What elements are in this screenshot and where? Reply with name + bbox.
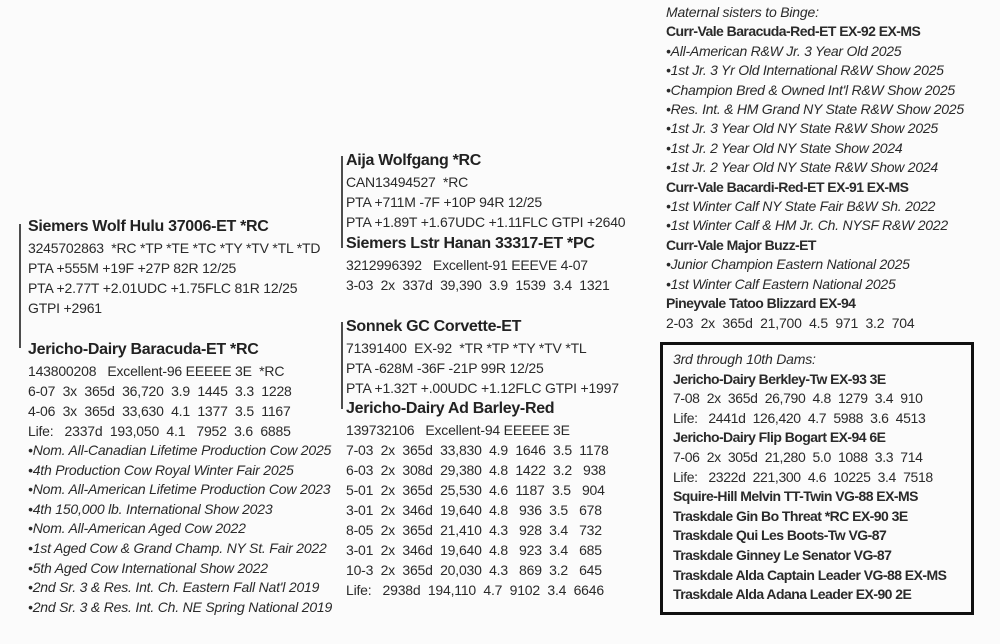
production-record-line: 3-01 2x 346d 19,640 4.8 936 3.5 678 bbox=[346, 502, 602, 518]
animal-name-line: Curr-Vale Major Buzz-ET bbox=[666, 236, 816, 253]
pedigree-detail-line: PTA +711M -7F +10P 94R 12/25 bbox=[346, 194, 542, 210]
sire-name: Siemers Wolf Hulu 37006-ET *RC bbox=[28, 218, 269, 235]
award-line: •2nd Sr. 3 & Res. Int. Ch. Eastern Fall … bbox=[28, 579, 320, 596]
production-record-line: 10-3 2x 365d 20,030 4.3 869 3.2 645 bbox=[346, 562, 602, 578]
production-record-line: 139732106 Excellent-94 EEEEE 3E bbox=[346, 422, 570, 438]
award-line: •4th 150,000 lb. International Show 2023 bbox=[28, 500, 273, 517]
production-record-line: 7-08 2x 365d 26,790 4.8 1279 3.4 910 bbox=[673, 390, 923, 407]
sire-details: 3245702863 *RC *TP *TE *TC *TY *TV *TL *… bbox=[28, 238, 350, 318]
production-record-line: 6-07 3x 365d 36,720 3.9 1445 3.3 1228 bbox=[28, 383, 292, 399]
pedigree-detail-line: PTA +1.32T +.00UDC +1.12FLC GTPI +1997 bbox=[346, 380, 619, 396]
pedigree-detail-line: 3245702863 *RC *TP *TE *TC *TY *TV *TL *… bbox=[28, 240, 321, 256]
award-line: •1st Jr. 2 Year Old NY State Show 2024 bbox=[666, 139, 903, 156]
animal-name-line: Traskdale Alda Adana Leader EX-90 2E bbox=[673, 586, 912, 603]
dams-box-list: Jericho-Dairy Berkley-Tw EX-93 3E 7-08 2x… bbox=[673, 370, 965, 605]
pedigree-detail-line: PTA -628M -36F -21P 99R 12/25 bbox=[346, 360, 544, 376]
ancestor-block-sire-sire: Aija Wolfgang *RC CAN13494527 *RC PTA +71… bbox=[346, 150, 666, 232]
dams-box-heading: 3rd through 10th Dams: bbox=[673, 351, 816, 367]
production-record-line: 143800208 Excellent-96 EEEEE 3E *RC bbox=[28, 363, 285, 379]
animal-name-line: Traskdale Qui Les Boots-Tw VG-87 bbox=[673, 527, 887, 544]
award-line: •Nom. All-American Lifetime Production C… bbox=[28, 481, 331, 498]
animal-name-line: Squire-Hill Melvin TT-Twin VG-88 EX-MS bbox=[673, 488, 918, 505]
production-record-line: 5-01 2x 365d 25,530 4.6 1187 3.5 904 bbox=[346, 482, 605, 498]
ancestor-block-dam-sire: Sonnek GC Corvette-ET 71391400 EX-92 *TR… bbox=[346, 316, 666, 398]
animal-name-line: Curr-Vale Baracuda-Red-ET EX-92 EX-MS bbox=[666, 23, 921, 40]
pedigree-bracket-dam-parents bbox=[341, 322, 343, 409]
production-record-line: 3-01 2x 346d 19,640 4.8 923 3.4 685 bbox=[346, 542, 602, 558]
pedigree-detail-line: CAN13494527 *RC bbox=[346, 174, 469, 190]
ancestor-block-sire-dam: Siemers Lstr Hanan 33317-ET *PC 32129963… bbox=[346, 233, 666, 295]
award-line: •1st Aged Cow & Grand Champ. NY St. Fair… bbox=[28, 539, 327, 556]
award-line: •1st Winter Calf & HM Jr. Ch. NYSF R&W 2… bbox=[666, 217, 948, 234]
production-record-line: 7-06 2x 305d 21,280 5.0 1088 3.3 714 bbox=[673, 448, 923, 465]
award-line: •1st Jr. 2 Year Old NY State R&W Show 20… bbox=[666, 159, 938, 176]
ancestor-details: 139732106 Excellent-94 EEEEE 3E 7-03 2x 3… bbox=[346, 420, 666, 600]
maternal-sisters-list: Curr-Vale Baracuda-Red-ET EX-92 EX-MS •Al… bbox=[666, 22, 994, 333]
award-line: •All-American R&W Jr. 3 Year Old 2025 bbox=[666, 42, 902, 59]
animal-name-line: Curr-Vale Bacardi-Red-ET EX-91 EX-MS bbox=[666, 178, 909, 195]
pedigree-detail-line: PTA +2.77T +2.01UDC +1.75FLC 81R 12/25 bbox=[28, 280, 298, 296]
award-line: •1st Winter Calf NY State Fair B&W Sh. 2… bbox=[666, 198, 936, 215]
production-record-line: Life: 2938d 194,110 4.7 9102 3.4 6646 bbox=[346, 582, 604, 598]
ancestor-details: 3212996392 Excellent-91 EEEVE 4-07 3-03 2… bbox=[346, 255, 666, 295]
production-record-line: 7-03 2x 365d 33,830 4.9 1646 3.5 1178 bbox=[346, 442, 609, 458]
dam-awards: •Nom. All-Canadian Lifetime Production C… bbox=[28, 441, 362, 617]
maternal-sisters-section: Maternal sisters to Binge: Curr-Vale Bar… bbox=[666, 3, 994, 333]
award-line: •1st Jr. 3 Yr Old International R&W Show… bbox=[666, 62, 944, 79]
ancestor-block-dam-dam: Jericho-Dairy Ad Barley-Red 139732106 Ex… bbox=[346, 398, 666, 600]
award-line: •Nom. All-Canadian Lifetime Production C… bbox=[28, 442, 332, 458]
ancestor-name: Siemers Lstr Hanan 33317-ET *PC bbox=[346, 235, 595, 252]
animal-name-line: Traskdale Ginney Le Senator VG-87 bbox=[673, 546, 892, 563]
production-record-line: Life: 2337d 193,050 4.1 7952 3.6 6885 bbox=[28, 423, 291, 439]
production-record-line: Life: 2322d 221,300 4.6 10225 3.4 7518 bbox=[673, 468, 933, 485]
production-record-line: 2-03 2x 365d 21,700 4.5 971 3.2 704 bbox=[666, 314, 915, 331]
ancestor-details: 71391400 EX-92 *TR *TP *TY *TV *TL PTA -6… bbox=[346, 338, 666, 398]
production-record-line: 8-05 2x 365d 21,410 4.3 928 3.4 732 bbox=[346, 522, 602, 538]
animal-name-line: Traskdale Alda Captain Leader VG-88 EX-M… bbox=[673, 566, 947, 583]
pedigree-detail-line: PTA +1.89T +1.67UDC +1.11FLC GTPI +2640 bbox=[346, 214, 626, 230]
dams-box: 3rd through 10th Dams: Jericho-Dairy Ber… bbox=[660, 342, 974, 615]
ancestor-name: Sonnek GC Corvette-ET bbox=[346, 318, 522, 335]
award-line: •Nom. All-American Aged Cow 2022 bbox=[28, 520, 246, 537]
production-record-line: Life: 2441d 126,420 4.7 5988 3.6 4513 bbox=[673, 409, 926, 426]
pedigree-detail-line: GTPI +2961 bbox=[28, 300, 102, 316]
production-record-line: 4-06 3x 365d 33,630 4.1 1377 3.5 1167 bbox=[28, 403, 291, 419]
dam-name: Jericho-Dairy Baracuda-ET *RC bbox=[28, 341, 259, 358]
award-line: •Junior Champion Eastern National 2025 bbox=[666, 256, 910, 273]
award-line: •1st Winter Calf Eastern National 2025 bbox=[666, 275, 896, 292]
pedigree-detail-line: PTA +555M +19F +27P 82R 12/25 bbox=[28, 260, 237, 276]
production-record-line: 6-03 2x 308d 29,380 4.8 1422 3.2 938 bbox=[346, 462, 606, 478]
award-line: •5th Aged Cow International Show 2022 bbox=[28, 559, 268, 576]
pedigree-bracket-sire-parents bbox=[341, 156, 343, 248]
pedigree-bracket-left-pair bbox=[19, 224, 21, 348]
animal-name-line: Jericho-Dairy Berkley-Tw EX-93 3E bbox=[673, 370, 886, 387]
animal-name-line: Pineyvale Tatoo Blizzard EX-94 bbox=[666, 295, 856, 312]
production-record-line: 3212996392 Excellent-91 EEEVE 4-07 bbox=[346, 257, 588, 273]
award-line: •1st Jr. 3 Year Old NY State R&W Show 20… bbox=[666, 120, 938, 137]
animal-name-line: Traskdale Gin Bo Threat *RC EX-90 3E bbox=[673, 507, 908, 524]
animal-name-line: Jericho-Dairy Flip Bogart EX-94 6E bbox=[673, 429, 886, 446]
ancestor-name: Jericho-Dairy Ad Barley-Red bbox=[346, 400, 555, 417]
ancestor-name: Aija Wolfgang *RC bbox=[346, 152, 482, 169]
dam-details: 143800208 Excellent-96 EEEEE 3E *RC 6-07 … bbox=[28, 361, 362, 441]
award-line: •Res. Int. & HM Grand NY State R&W Show … bbox=[666, 101, 964, 118]
sire-block: Siemers Wolf Hulu 37006-ET *RC 324570286… bbox=[28, 216, 350, 318]
ancestor-details: CAN13494527 *RC PTA +711M -7F +10P 94R 12… bbox=[346, 172, 666, 232]
dam-block: Jericho-Dairy Baracuda-ET *RC 143800208 … bbox=[28, 339, 362, 617]
award-line: •2nd Sr. 3 & Res. Int. Ch. NE Spring Nat… bbox=[28, 598, 333, 615]
award-line: •4th Production Cow Royal Winter Fair 20… bbox=[28, 461, 294, 478]
pedigree-detail-line: 71391400 EX-92 *TR *TP *TY *TV *TL bbox=[346, 340, 587, 356]
maternal-sisters-heading: Maternal sisters to Binge: bbox=[666, 4, 819, 20]
award-line: •Champion Bred & Owned Int'l R&W Show 20… bbox=[666, 81, 955, 98]
production-record-line: 3-03 2x 337d 39,390 3.9 1539 3.4 1321 bbox=[346, 277, 610, 293]
